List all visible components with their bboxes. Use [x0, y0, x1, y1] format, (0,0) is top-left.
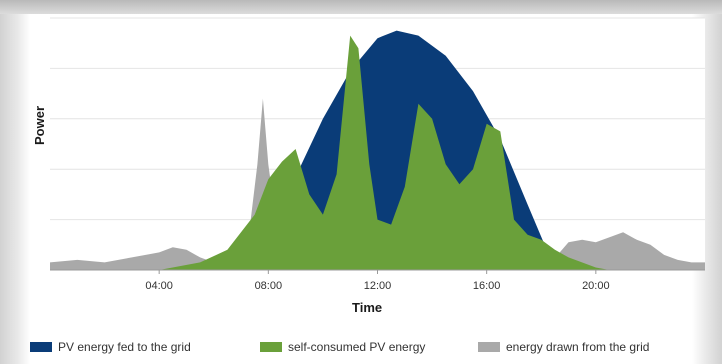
- legend-item-drawn: energy drawn from the grid: [478, 340, 649, 354]
- x-tick-label-3: 16:00: [473, 280, 501, 292]
- area-series-self: [159, 35, 610, 270]
- legend-label-drawn: energy drawn from the grid: [506, 340, 650, 354]
- legend: PV energy fed to the grid self-consumed …: [30, 340, 710, 360]
- legend-swatch-fed: [30, 342, 52, 352]
- legend-item-fed: PV energy fed to the grid: [30, 340, 191, 354]
- legend-item-self: self-consumed PV energy: [260, 340, 425, 354]
- area-series-drawn: [50, 98, 705, 270]
- legend-swatch-drawn: [478, 342, 500, 352]
- y-axis-label: Power: [32, 105, 48, 146]
- top-bar: [0, 0, 722, 14]
- legend-label-self: self-consumed PV energy: [288, 340, 426, 354]
- x-axis-label: Time: [352, 300, 383, 315]
- x-tick-label-4: 20:00: [582, 280, 610, 292]
- x-tick-label-0: 04:00: [145, 280, 173, 292]
- legend-label-fed: PV energy fed to the grid: [58, 340, 191, 354]
- x-tick-label-2: 12:00: [364, 280, 392, 292]
- legend-swatch-self: [260, 342, 282, 352]
- x-tick-label-1: 08:00: [255, 280, 283, 292]
